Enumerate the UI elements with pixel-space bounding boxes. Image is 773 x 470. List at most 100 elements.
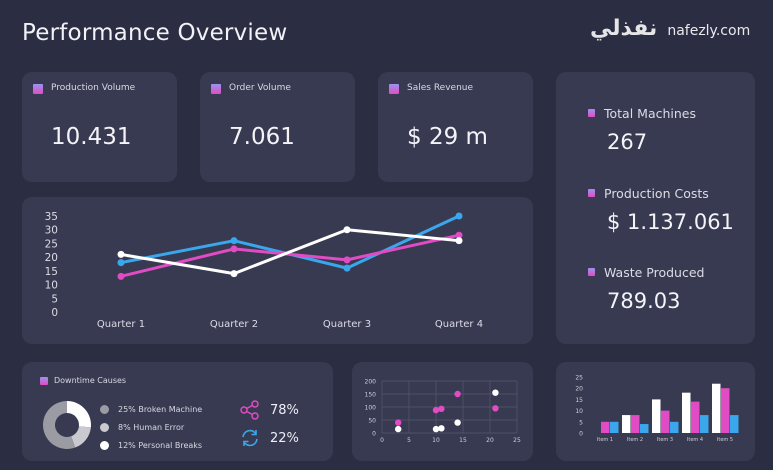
- kpi-card-order-volume[interactable]: Order Volume 7.061: [200, 72, 355, 182]
- legend-dot: [100, 440, 109, 450]
- share-icon[interactable]: [240, 400, 260, 420]
- stat-label: Production Costs: [604, 186, 709, 201]
- scatter-point-pink: [438, 405, 445, 413]
- y-tick-label: 200: [365, 379, 377, 386]
- scatter-chart: 0 50 100 150 200 0 5 10 15 20 25: [365, 379, 521, 445]
- watermark-arabic: نفذلي: [590, 16, 658, 41]
- kpi-value: 7.061: [229, 124, 295, 150]
- stat-value: 267: [607, 130, 648, 154]
- kpi-label: Production Volume: [51, 83, 136, 93]
- share-value: 78%: [270, 402, 299, 418]
- watermark: نفذلي nafezly.com: [590, 14, 750, 46]
- downtime-title: Downtime Causes: [54, 376, 127, 385]
- bar-blue: [610, 421, 619, 433]
- kpi-icon: [389, 84, 399, 94]
- x-tick-label: Item 5: [717, 437, 733, 443]
- legend-item: 8% Human Error: [100, 418, 202, 436]
- line-point-pink: [230, 245, 238, 253]
- refresh-value: 22%: [270, 430, 299, 446]
- stat-icon: [588, 189, 595, 197]
- kpi-card-sales-revenue[interactable]: Sales Revenue $ 29 m: [378, 72, 533, 182]
- scatter-point-pink: [395, 419, 402, 426]
- y-tick-label: 0: [51, 307, 58, 319]
- side-stats-panel: Total Machines 267 Production Costs $ 1.…: [556, 72, 755, 344]
- donut-slice-human-error: [71, 426, 91, 448]
- stat-icon: [588, 268, 595, 276]
- y-tick-label: 15: [575, 397, 583, 404]
- y-tick-label: 20: [45, 252, 58, 264]
- x-tick-label: Quarter 2: [210, 319, 258, 330]
- refresh-icon[interactable]: [240, 428, 260, 448]
- refresh-stat: 22%: [240, 428, 299, 448]
- y-tick-label: 25: [575, 375, 583, 382]
- bar-chart: 0 5 10 15 20 25 Item 1 Item 2 Item 3 Item 4 Item 5: [575, 375, 739, 443]
- x-tick-label: 10: [432, 437, 440, 444]
- bar-pink: [721, 388, 730, 433]
- kpi-card-production-volume[interactable]: Production Volume 10.431: [22, 72, 177, 182]
- stat-icon: [588, 109, 595, 117]
- y-tick-label: 50: [368, 418, 376, 425]
- x-tick-label: 20: [486, 437, 494, 444]
- line-point-pink: [343, 256, 351, 264]
- y-tick-label: 15: [45, 266, 58, 278]
- x-tick-label: Item 1: [597, 437, 613, 443]
- y-tick-label: 30: [45, 225, 58, 237]
- scatter-chart-panel: 0 50 100 150 200 0 5 10 15 20 25: [352, 362, 533, 461]
- line-point-blue: [455, 212, 463, 220]
- y-tick-label: 150: [365, 392, 377, 399]
- donut-slice-personal-breaks: [67, 401, 91, 428]
- legend-dot: [100, 422, 109, 432]
- downtime-donut-chart: [43, 401, 91, 449]
- x-tick-label: Item 2: [627, 437, 643, 443]
- scatter-point-pink: [454, 390, 461, 398]
- x-tick-label: Quarter 4: [435, 319, 483, 330]
- y-tick-label: 0: [372, 431, 376, 438]
- y-tick-label: 25: [45, 238, 58, 250]
- kpi-icon: [33, 84, 43, 94]
- bar-blue: [730, 415, 739, 433]
- x-tick-label: 5: [407, 437, 411, 444]
- bar-blue: [640, 424, 649, 433]
- stat-production-costs: Production Costs $ 1.137.061: [588, 186, 734, 234]
- line-point-white: [117, 250, 125, 258]
- line-point-blue: [343, 264, 351, 272]
- line-point-white: [343, 226, 351, 234]
- line-series-white: [120, 228, 460, 276]
- donut-slice-broken-machine: [43, 401, 76, 449]
- y-tick-label: 10: [575, 408, 583, 415]
- stat-total-machines: Total Machines 267: [588, 106, 696, 154]
- downtime-legend: 25% Broken Machine 8% Human Error 12% Pe…: [100, 400, 202, 454]
- line-point-pink: [117, 272, 125, 280]
- y-tick-label: 0: [579, 431, 583, 438]
- kpi-value: $ 29 m: [407, 124, 488, 150]
- scatter-point-white: [438, 425, 445, 432]
- scatter-point-pink: [432, 406, 440, 414]
- bar-blue: [670, 421, 679, 433]
- bar-pink: [631, 415, 640, 433]
- bar-white: [622, 415, 631, 433]
- x-tick-label: Quarter 1: [97, 319, 145, 330]
- y-tick-label: 100: [365, 405, 377, 412]
- line-point-white: [455, 237, 463, 245]
- downtime-icon: [40, 377, 48, 385]
- bar-pink: [691, 401, 700, 433]
- x-tick-label: 0: [380, 437, 384, 444]
- scatter-point-white: [395, 425, 402, 433]
- line-series-pink: [120, 233, 460, 278]
- line-series-blue: [120, 214, 460, 270]
- x-tick-label: Item 4: [687, 437, 703, 443]
- x-tick-label: Quarter 3: [323, 319, 371, 330]
- stat-value: $ 1.137.061: [607, 210, 734, 234]
- kpi-label: Sales Revenue: [407, 83, 474, 93]
- stat-value: 789.03: [607, 289, 681, 313]
- bar-white: [712, 383, 721, 433]
- bar-blue: [700, 415, 709, 433]
- kpi-label: Order Volume: [229, 83, 291, 93]
- legend-dot: [100, 404, 109, 414]
- bar-chart-panel: 0 5 10 15 20 25 Item 1 Item 2 Item 3 Item 4 Item 5: [556, 362, 755, 461]
- line-point-blue: [230, 237, 238, 245]
- line-point-pink: [455, 231, 463, 239]
- downtime-panel: Downtime Causes 25% Broken Machine 8% Hu…: [22, 362, 333, 461]
- legend-label: 12% Personal Breaks: [118, 440, 203, 450]
- y-tick-label: 5: [51, 293, 58, 305]
